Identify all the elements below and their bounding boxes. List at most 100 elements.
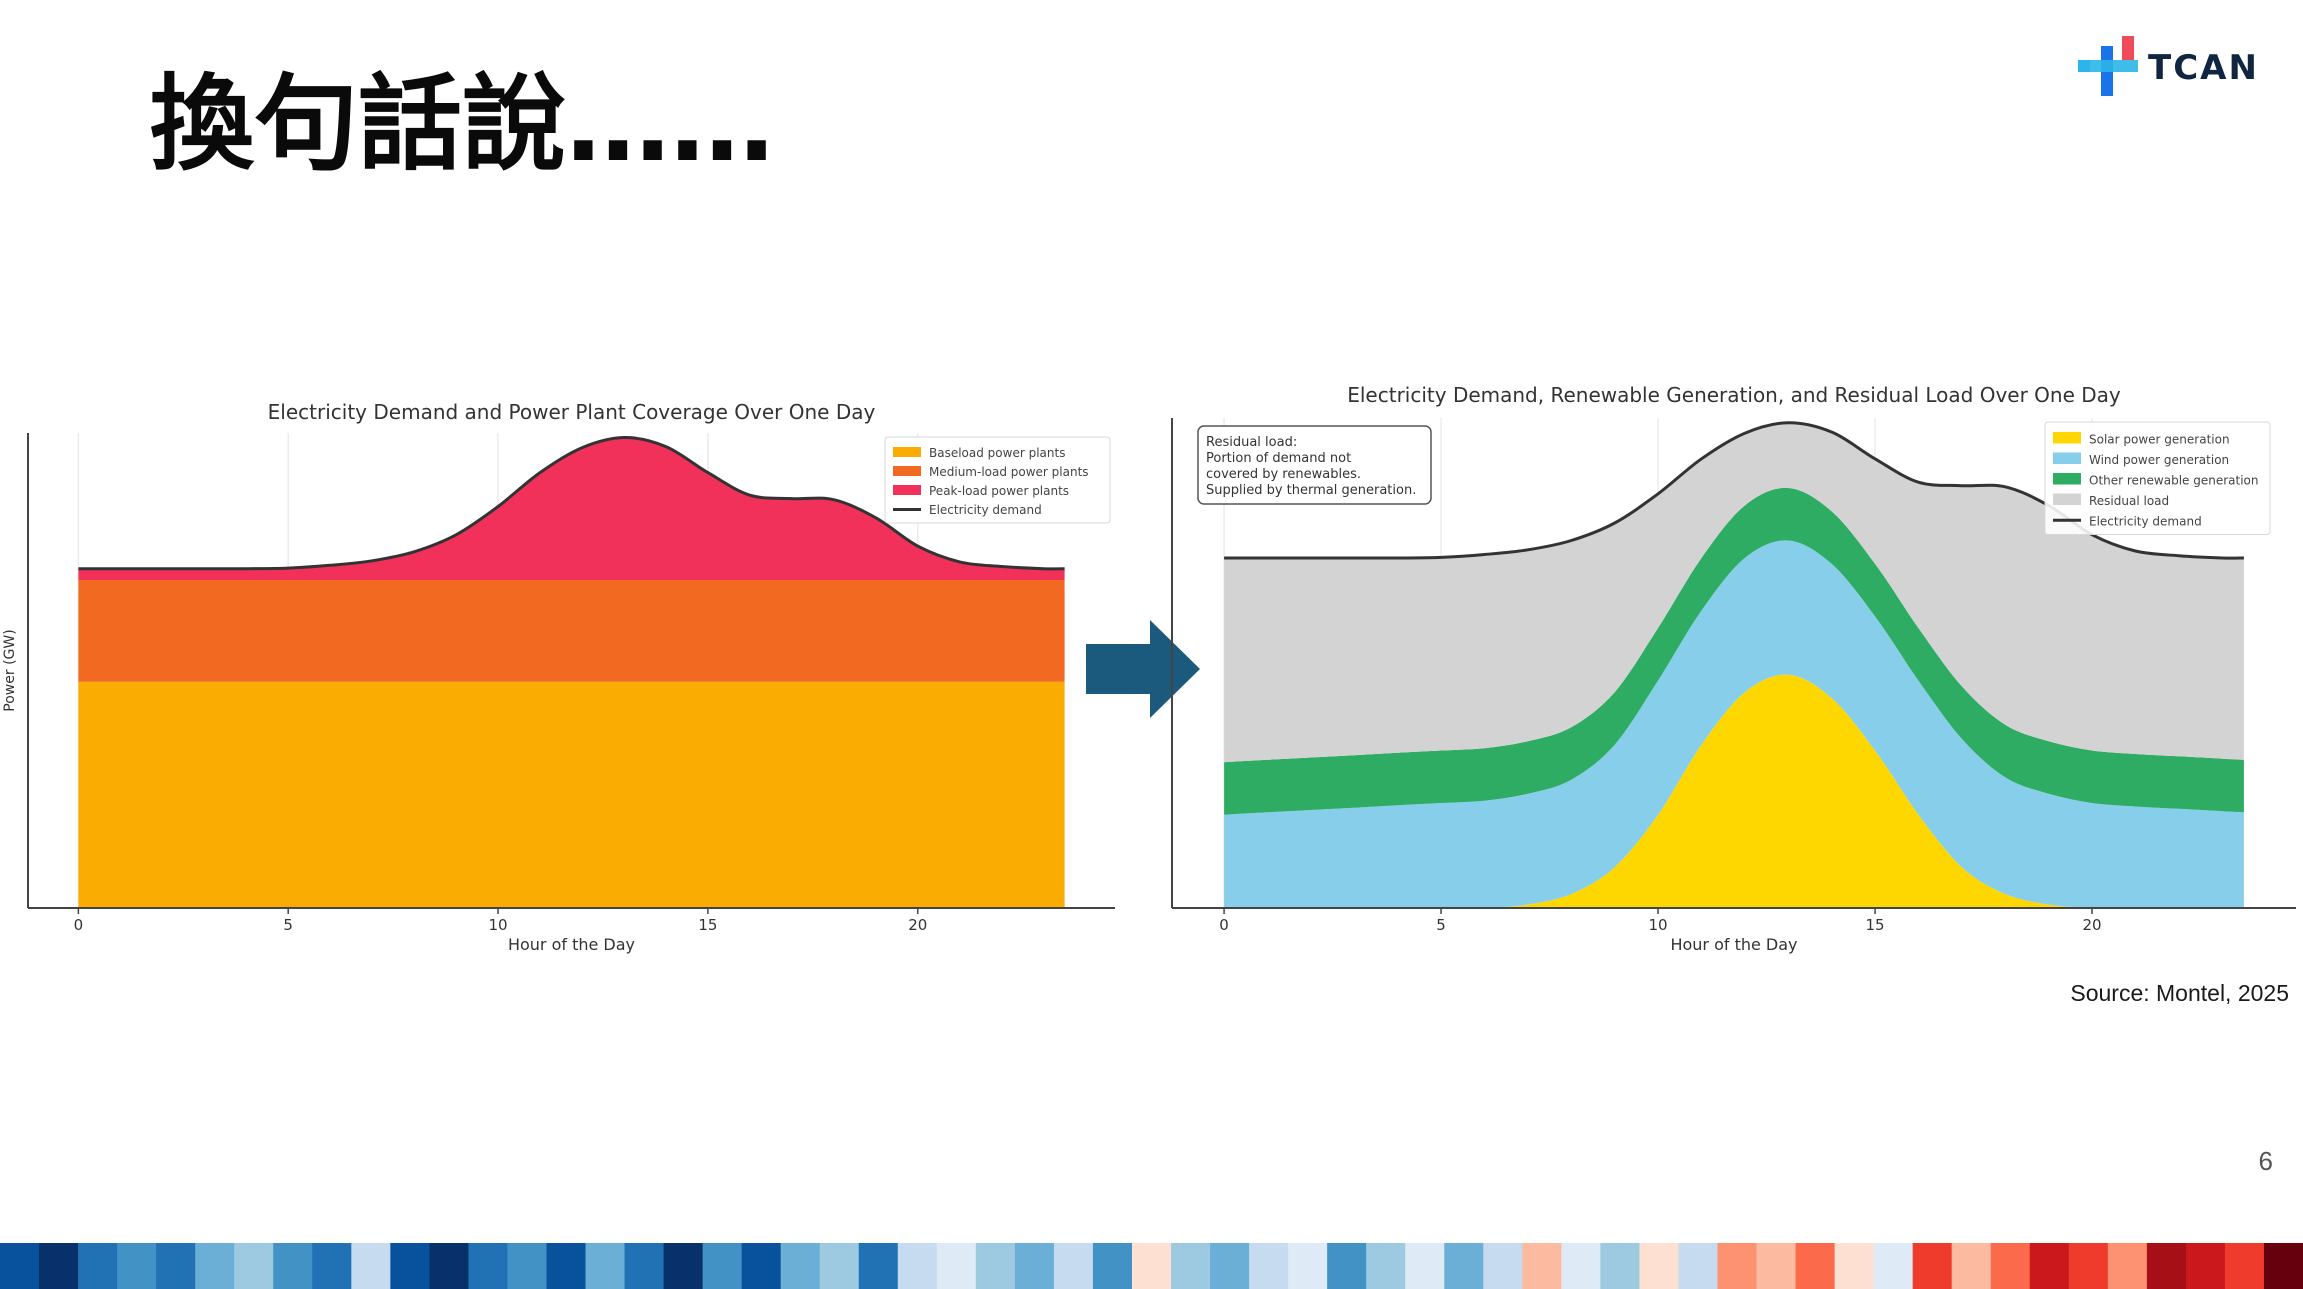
- logo-text: TCAN: [2148, 48, 2259, 88]
- warming-stripe: [351, 1243, 391, 1289]
- warming-stripe: [1600, 1243, 1641, 1289]
- right-chart-legend-label: Solar power generation: [2089, 433, 2230, 447]
- warming-stripes-bar: [0, 1243, 2303, 1289]
- warming-stripe: [1366, 1243, 1406, 1289]
- warming-stripe: [663, 1243, 704, 1289]
- left-chart-y-label: Power (GW): [2, 629, 18, 711]
- left-chart-area-peak: [78, 437, 1065, 580]
- warming-stripe: [624, 1243, 665, 1289]
- left-chart-line-demand: [78, 435, 1065, 571]
- left-chart-legend-label: Medium-load power plants: [929, 465, 1089, 479]
- warming-stripe: [1131, 1243, 1172, 1289]
- right-chart-legend-label: Residual load: [2089, 494, 2169, 508]
- warming-stripe: [1327, 1243, 1367, 1289]
- warming-stripe: [1678, 1243, 1719, 1289]
- chart-right-svg: Electricity Demand, Renewable Generation…: [1171, 383, 2296, 954]
- warming-stripe: [2146, 1243, 2187, 1289]
- slide-title: 換句話說……: [150, 63, 775, 185]
- warming-stripe: [1639, 1243, 1680, 1289]
- left-chart-x-tick-label: 10: [489, 916, 508, 934]
- left-chart-legend-swatch-baseload: [893, 447, 921, 457]
- left-chart-area-medium: [78, 580, 1065, 682]
- warming-stripe: [2263, 1243, 2303, 1289]
- warming-stripe: [468, 1243, 509, 1289]
- right-chart-legend-label: Electricity demand: [2089, 515, 2202, 529]
- warming-stripe: [1561, 1243, 1601, 1289]
- warming-stripe: [1444, 1243, 1484, 1289]
- warming-stripe: [390, 1243, 430, 1289]
- warming-stripe: [2107, 1243, 2148, 1289]
- left-chart-area-baseload: [78, 681, 1065, 908]
- warming-stripe: [1795, 1243, 1836, 1289]
- page-number: 6: [2258, 1146, 2273, 1176]
- right-chart-x-tick-label: 20: [2082, 916, 2101, 934]
- warming-stripe: [1014, 1243, 1055, 1289]
- right-chart-title: Electricity Demand, Renewable Generation…: [1347, 383, 2121, 407]
- tcan-logo: TCAN: [2078, 36, 2258, 98]
- right-chart-legend-swatch-residual: [2053, 493, 2081, 505]
- warming-stripe: [1092, 1243, 1133, 1289]
- warming-stripe: [234, 1243, 274, 1289]
- left-chart-title: Electricity Demand and Power Plant Cover…: [268, 400, 876, 424]
- warming-stripe: [507, 1243, 548, 1289]
- right-chart-legend-swatch-wind: [2053, 452, 2081, 464]
- left-chart-legend: [884, 436, 1111, 524]
- right-chart-x-label: Hour of the Day: [1670, 935, 1797, 954]
- right-chart-x-tick-label: 15: [1865, 916, 1884, 934]
- warming-stripe: [1912, 1243, 1953, 1289]
- left-chart-legend-swatch-peak: [893, 485, 921, 495]
- left-chart-x-tick-label: 5: [283, 916, 293, 934]
- warming-stripe: [2185, 1243, 2226, 1289]
- left-chart-legend-label: Baseload power plants: [929, 446, 1065, 460]
- chart-left-svg: Electricity Demand and Power Plant Cover…: [2, 400, 1115, 954]
- warming-stripe: [312, 1243, 352, 1289]
- warming-stripe: [546, 1243, 587, 1289]
- warming-stripe: [78, 1243, 118, 1289]
- warming-stripe: [936, 1243, 977, 1289]
- warming-stripe: [780, 1243, 821, 1289]
- warming-stripe: [1210, 1243, 1250, 1289]
- left-chart-legend-label: Electricity demand: [929, 503, 1042, 517]
- warming-stripe: [429, 1243, 469, 1289]
- left-chart-x-tick-label: 0: [74, 916, 84, 934]
- tcan-logo-mark: [2078, 36, 2138, 96]
- right-chart-area-residual: [1224, 422, 2244, 763]
- left-chart-legend-swatch-medium: [893, 466, 921, 476]
- right-chart-area-solar: [1224, 674, 2244, 909]
- right-chart-annotation-line: Residual load:: [1206, 435, 1297, 450]
- warming-stripe: [195, 1243, 235, 1289]
- warming-stripe: [1405, 1243, 1445, 1289]
- warming-stripe: [156, 1243, 196, 1289]
- warming-stripe: [897, 1243, 938, 1289]
- warming-stripe: [1990, 1243, 2031, 1289]
- right-chart-annotation-line: Portion of demand not: [1206, 451, 1351, 466]
- warming-stripe: [1522, 1243, 1562, 1289]
- right-chart-legend-swatch-solar: [2053, 432, 2081, 444]
- right-chart-legend-swatch-other_renewable: [2053, 473, 2081, 485]
- warming-stripe: [1249, 1243, 1289, 1289]
- warming-stripe: [1951, 1243, 1992, 1289]
- source-citation: Source: Montel, 2025: [2070, 980, 2289, 1006]
- left-chart-legend-label: Peak-load power plants: [929, 484, 1069, 498]
- warming-stripe: [585, 1243, 626, 1289]
- warming-stripe: [2068, 1243, 2109, 1289]
- warming-stripe: [858, 1243, 899, 1289]
- warming-stripe: [702, 1243, 743, 1289]
- warming-stripe: [1053, 1243, 1094, 1289]
- warming-stripe: [975, 1243, 1016, 1289]
- chart-residual-load: Electricity Demand, Renewable Generation…: [1165, 378, 2303, 960]
- warming-stripe: [117, 1243, 157, 1289]
- warming-stripe: [741, 1243, 782, 1289]
- logo-bar-red: [2122, 36, 2134, 60]
- warming-stripe: [273, 1243, 313, 1289]
- left-chart-x-label: Hour of the Day: [508, 935, 635, 954]
- right-chart-annotation-box: [1197, 425, 1432, 505]
- right-chart-annotation-line: covered by renewables.: [1206, 467, 1361, 482]
- right-chart-x-tick-label: 10: [1649, 916, 1668, 934]
- warming-stripe: [819, 1243, 860, 1289]
- logo-square-blue-light: [2078, 60, 2090, 72]
- left-chart-x-tick-label: 15: [698, 916, 717, 934]
- right-chart-legend-label: Other renewable generation: [2089, 474, 2259, 488]
- warming-stripe: [2224, 1243, 2265, 1289]
- warming-stripe: [1288, 1243, 1328, 1289]
